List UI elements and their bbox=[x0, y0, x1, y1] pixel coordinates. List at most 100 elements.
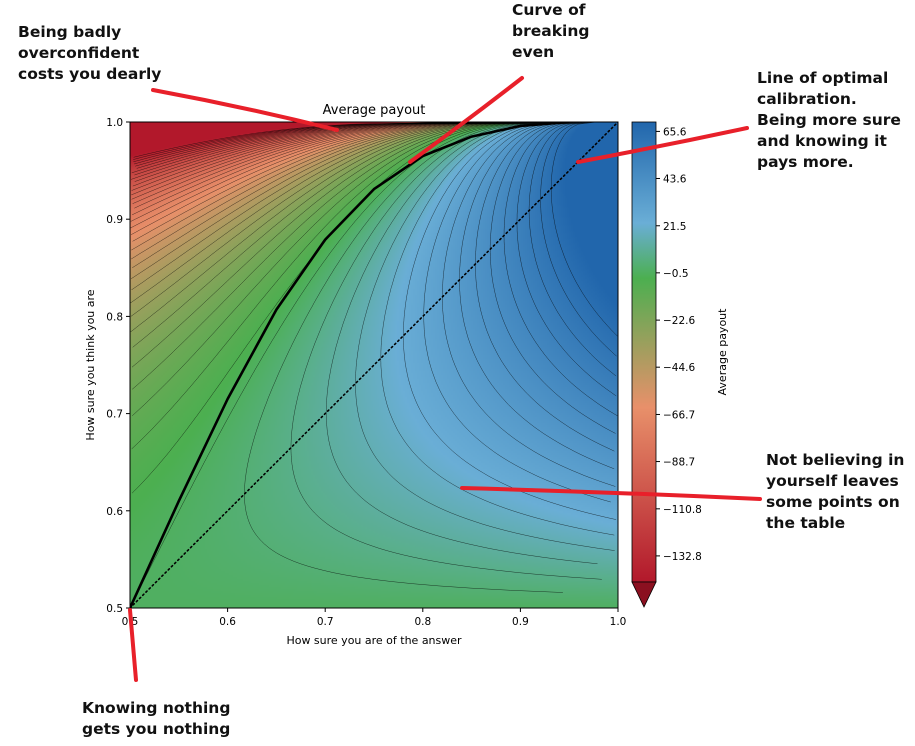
contour-line bbox=[130, 122, 520, 229]
colorbar-tick-label: −22.6 bbox=[663, 315, 695, 327]
contour-line bbox=[290, 122, 602, 580]
contour-line bbox=[540, 122, 617, 357]
colorbar-tick-label: −66.7 bbox=[663, 409, 695, 421]
arrow-overconfident bbox=[151, 88, 339, 132]
y-tick-label: 0.7 bbox=[106, 409, 123, 421]
contour-line bbox=[132, 122, 532, 268]
contour-line bbox=[130, 122, 539, 304]
annotation-line: Not believing in bbox=[766, 451, 905, 469]
arrow-breaking-even bbox=[408, 76, 524, 164]
contour-line bbox=[132, 122, 553, 416]
colorbar-label: Average payout bbox=[716, 308, 729, 396]
annotation-line: overconfident bbox=[18, 44, 140, 62]
colorbar-tick-label: 65.6 bbox=[663, 126, 687, 138]
annotation-line: even bbox=[512, 43, 555, 61]
contour-line bbox=[130, 122, 543, 333]
annotation-line: Curve of bbox=[512, 1, 586, 19]
contour-line bbox=[423, 122, 611, 503]
contour-line bbox=[380, 122, 615, 536]
annotation-breaking-even: Curve of breaking even bbox=[512, 0, 589, 63]
contour-line bbox=[132, 122, 550, 390]
colorbar-tick-label: −44.6 bbox=[663, 362, 695, 374]
annotation-line: some points on bbox=[766, 493, 900, 511]
contour-line bbox=[132, 122, 510, 204]
colorbar-ticks: 65.6 43.6 21.5 −0.5 −22.6 −44.6 −66.7 −88.7 −110… bbox=[656, 126, 702, 563]
contour-line bbox=[130, 122, 534, 279]
contour-line bbox=[132, 122, 515, 216]
contour-line bbox=[550, 122, 618, 337]
contour-line bbox=[131, 122, 555, 450]
annotation-line: the table bbox=[766, 514, 846, 532]
x-axis-label: How sure you are of the answer bbox=[286, 634, 462, 647]
contour-line bbox=[130, 122, 560, 606]
contour-line bbox=[131, 122, 492, 174]
contour-line bbox=[528, 122, 617, 377]
chart-title: Average payout bbox=[323, 103, 426, 118]
contour-line bbox=[134, 122, 513, 209]
contour-line bbox=[134, 122, 494, 176]
annotation-line: costs you dearly bbox=[18, 65, 162, 83]
arrow-underconfident bbox=[460, 486, 762, 501]
annotation-knowing-nothing: Knowing nothing gets you nothing bbox=[82, 698, 230, 740]
annotation-line: pays more. bbox=[757, 153, 854, 171]
contour-line bbox=[516, 122, 617, 397]
contour-line bbox=[131, 122, 503, 191]
contour-line bbox=[325, 122, 598, 565]
contour-line bbox=[503, 122, 618, 416]
y-axis-label: How sure you think you are bbox=[84, 289, 97, 440]
y-tick-label: 1.0 bbox=[106, 117, 123, 129]
series-layer bbox=[130, 122, 618, 608]
contour-line bbox=[403, 122, 617, 520]
contour-line bbox=[131, 122, 527, 251]
annotation-overconfident: Being badly overconfident costs you dear… bbox=[18, 22, 161, 85]
colorbar bbox=[631, 121, 657, 583]
contour-line bbox=[131, 122, 506, 196]
contour-line bbox=[459, 122, 615, 470]
annotation-line: Knowing nothing bbox=[82, 699, 231, 717]
contour-line bbox=[131, 122, 496, 180]
colorbar-tick-label: −0.5 bbox=[663, 268, 689, 280]
y-tick-label: 0.8 bbox=[106, 311, 123, 323]
contour-line bbox=[244, 122, 563, 593]
annotation-arrows bbox=[128, 76, 762, 682]
annotation-line: Line of optimal bbox=[757, 69, 889, 87]
annotation-line: Being badly bbox=[18, 23, 122, 41]
x-tick-label: 0.7 bbox=[317, 616, 334, 628]
arrow-knowing-nothing bbox=[128, 608, 138, 682]
colorbar-extend-triangle bbox=[631, 581, 657, 608]
contour-line bbox=[442, 122, 616, 487]
contour-line bbox=[132, 122, 546, 348]
annotation-line: gets you nothing bbox=[82, 720, 231, 738]
colorbar-tick-label: 43.6 bbox=[663, 173, 687, 185]
y-tick-label: 0.5 bbox=[106, 603, 123, 615]
x-tick-label: 0.9 bbox=[512, 616, 529, 628]
contour-line bbox=[130, 122, 522, 235]
contour-line bbox=[130, 122, 517, 222]
arrow-calibration bbox=[576, 126, 749, 164]
x-tick-label: 0.6 bbox=[219, 616, 236, 628]
contour-line bbox=[475, 122, 615, 452]
annotation-line: calibration. bbox=[757, 90, 857, 108]
x-axis-ticks: 0.5 0.6 0.7 0.8 0.9 1.0 bbox=[122, 608, 627, 628]
contour-line bbox=[131, 122, 508, 200]
plot-frame bbox=[129, 121, 619, 609]
colorbar-tick-label: 21.5 bbox=[663, 221, 686, 233]
annotation-calibration: Line of optimal calibration. Being more … bbox=[757, 68, 901, 173]
x-tick-label: 1.0 bbox=[610, 616, 627, 628]
colorbar-tick-label: −132.8 bbox=[663, 551, 702, 563]
contour-line bbox=[355, 122, 615, 551]
contour-line bbox=[134, 122, 499, 182]
contour-line bbox=[136, 122, 489, 169]
contour-line bbox=[132, 122, 525, 242]
contour-line bbox=[130, 122, 541, 317]
annotation-line: and knowing it bbox=[757, 132, 887, 150]
y-axis-ticks: 0.5 0.6 0.7 0.8 0.9 1.0 bbox=[106, 117, 130, 615]
contour-line bbox=[132, 122, 501, 187]
contour-line bbox=[131, 122, 529, 260]
x-tick-label: 0.8 bbox=[414, 616, 431, 628]
y-tick-label: 0.6 bbox=[106, 506, 123, 518]
colorbar-tick-label: −110.8 bbox=[663, 504, 702, 516]
annotation-line: Being more sure bbox=[757, 111, 901, 129]
contour-line bbox=[134, 122, 485, 165]
